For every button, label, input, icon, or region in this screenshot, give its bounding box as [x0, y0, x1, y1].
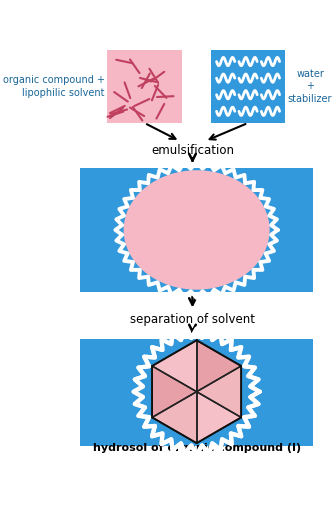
- Polygon shape: [152, 392, 197, 443]
- Text: emulsification: emulsification: [151, 144, 234, 157]
- Ellipse shape: [124, 170, 269, 290]
- Polygon shape: [152, 340, 197, 392]
- Text: organic compound +
lipophilic solvent: organic compound + lipophilic solvent: [3, 75, 104, 98]
- Text: water
+
stabilizer: water + stabilizer: [288, 69, 332, 104]
- Polygon shape: [152, 366, 197, 418]
- FancyBboxPatch shape: [107, 50, 182, 123]
- Text: hydrosol of organic compound (I): hydrosol of organic compound (I): [93, 443, 301, 453]
- Polygon shape: [197, 340, 241, 392]
- Polygon shape: [197, 366, 241, 418]
- Polygon shape: [197, 392, 241, 443]
- FancyBboxPatch shape: [81, 168, 313, 292]
- Text: separation of solvent: separation of solvent: [130, 313, 255, 326]
- FancyBboxPatch shape: [81, 339, 313, 447]
- FancyBboxPatch shape: [211, 50, 285, 123]
